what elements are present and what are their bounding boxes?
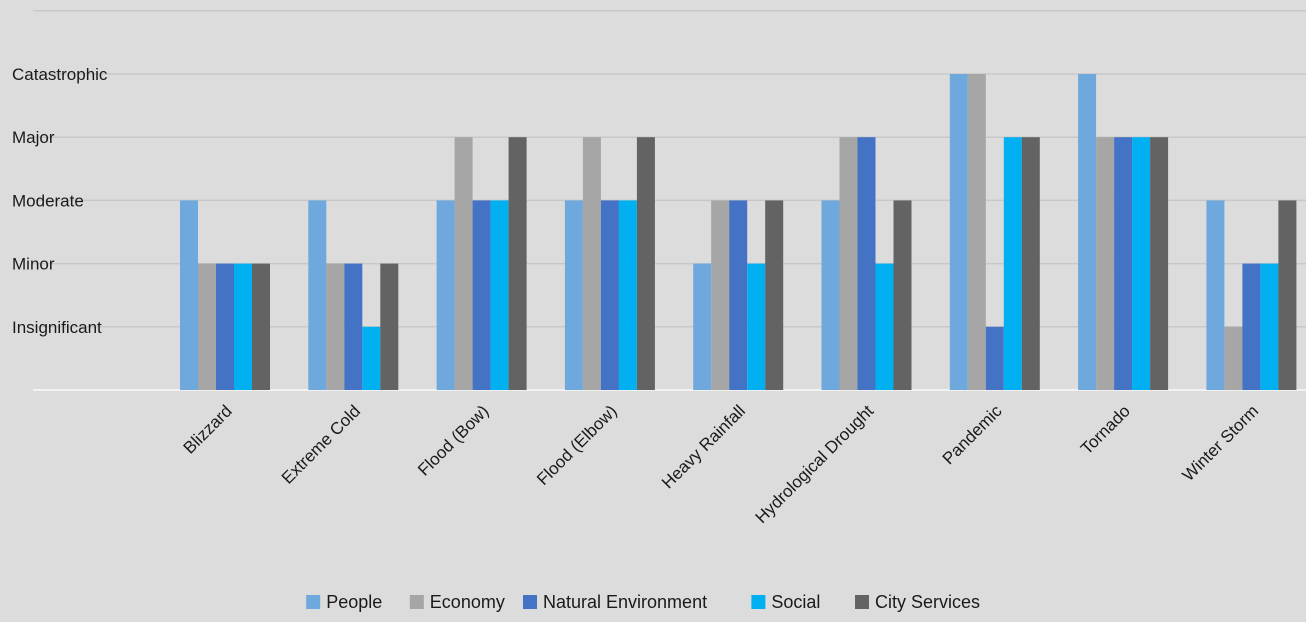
- bar-blizzard-economy: [198, 263, 216, 390]
- x-tick-label-heavy-rainfall: Heavy Rainfall: [658, 401, 749, 492]
- x-tick-label-tornado: Tornado: [1077, 401, 1134, 458]
- x-tick-label-pandemic: Pandemic: [939, 401, 1006, 468]
- bar-hydrological-drought-economy: [839, 137, 858, 390]
- legend-label-natural-environment: Natural Environment: [543, 592, 707, 612]
- bar-blizzard-natural-environment: [216, 263, 234, 390]
- bar-blizzard-social: [234, 263, 252, 390]
- legend-label-social: Social: [771, 592, 820, 612]
- bar-flood-elbow-people: [564, 200, 583, 390]
- bars: [180, 74, 1297, 390]
- bar-heavy-rainfall-city-services: [765, 200, 784, 390]
- y-tick-label-minor: Minor: [12, 255, 55, 274]
- legend-swatch-people: [306, 595, 321, 609]
- bar-hydrological-drought-social: [875, 263, 894, 390]
- x-tick-label-flood-elbow: Flood (Elbow): [533, 401, 621, 489]
- bar-flood-bow-people: [436, 200, 455, 390]
- bar-heavy-rainfall-economy: [711, 200, 730, 390]
- bar-pandemic-social: [1003, 137, 1022, 390]
- bar-winter-storm-social: [1260, 263, 1279, 390]
- bar-extreme-cold-city-services: [380, 263, 399, 390]
- y-tick-label-moderate: Moderate: [12, 191, 84, 210]
- bar-pandemic-natural-environment: [985, 326, 1004, 390]
- legend: People Economy Natural Environment Social Ci…: [306, 592, 980, 612]
- bar-winter-storm-economy: [1224, 326, 1243, 390]
- bar-tornado-natural-environment: [1114, 137, 1133, 390]
- bar-winter-storm-city-services: [1278, 200, 1297, 390]
- y-tick-label-insignificant: Insignificant: [12, 318, 102, 337]
- bar-heavy-rainfall-social: [747, 263, 766, 390]
- bar-winter-storm-people: [1206, 200, 1225, 390]
- bar-hydrological-drought-natural-environment: [857, 137, 876, 390]
- x-tick-label-hydrological-drought: Hydrological Drought: [752, 401, 878, 527]
- bar-tornado-people: [1078, 74, 1097, 390]
- bar-tornado-city-services: [1150, 137, 1169, 390]
- bar-tornado-social: [1132, 137, 1151, 390]
- legend-swatch-social: [751, 595, 766, 609]
- bar-flood-elbow-city-services: [636, 137, 655, 390]
- bar-hydrological-drought-people: [821, 200, 840, 390]
- bar-flood-bow-social: [490, 200, 509, 390]
- bar-extreme-cold-social: [362, 326, 381, 390]
- bar-flood-bow-economy: [454, 137, 473, 390]
- bar-pandemic-economy: [967, 74, 986, 390]
- bar-heavy-rainfall-people: [693, 263, 712, 390]
- legend-swatch-economy: [409, 595, 424, 609]
- bar-pandemic-city-services: [1021, 137, 1040, 390]
- x-tick-label-flood-bow: Flood (Bow): [414, 401, 492, 479]
- x-tick-label-winter-storm: Winter Storm: [1179, 401, 1263, 485]
- bar-flood-elbow-natural-environment: [600, 200, 619, 390]
- legend-swatch-city-services: [855, 595, 869, 609]
- bar-flood-bow-natural-environment: [472, 200, 491, 390]
- bar-flood-elbow-social: [618, 200, 637, 390]
- y-axis-ticks: Insignificant Minor Moderate Major Catastrop…: [12, 65, 108, 337]
- bar-blizzard-city-services: [252, 263, 270, 390]
- bar-pandemic-people: [949, 74, 968, 390]
- legend-label-economy: Economy: [430, 592, 505, 612]
- x-tick-label-blizzard: Blizzard: [180, 401, 236, 457]
- bar-hydrological-drought-city-services: [893, 200, 912, 390]
- y-tick-label-catastrophic: Catastrophic: [12, 65, 108, 84]
- bar-extreme-cold-natural-environment: [344, 263, 363, 390]
- bar-tornado-economy: [1096, 137, 1115, 390]
- bar-winter-storm-natural-environment: [1242, 263, 1261, 390]
- bar-flood-bow-city-services: [508, 137, 527, 390]
- bar-flood-elbow-economy: [582, 137, 601, 390]
- legend-label-people: People: [326, 592, 382, 612]
- x-axis-ticks: Blizzard Extreme Cold Flood (Bow) Flood (El…: [180, 401, 1263, 527]
- legend-swatch-natural-environment: [523, 595, 537, 609]
- bar-extreme-cold-people: [308, 200, 327, 390]
- bar-blizzard-people: [180, 200, 198, 390]
- bar-extreme-cold-economy: [326, 263, 345, 390]
- bar-heavy-rainfall-natural-environment: [729, 200, 748, 390]
- legend-label-city-services: City Services: [875, 592, 980, 612]
- x-tick-label-extreme-cold: Extreme Cold: [278, 401, 364, 487]
- y-tick-label-major: Major: [12, 128, 55, 147]
